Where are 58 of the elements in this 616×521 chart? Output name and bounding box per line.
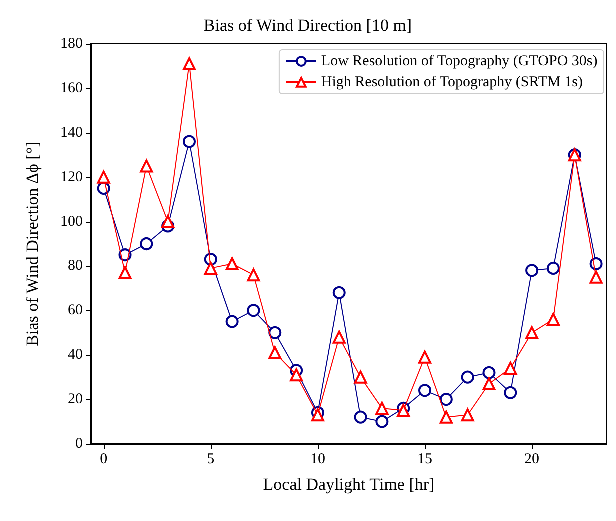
point bbox=[461, 408, 474, 422]
point bbox=[290, 368, 304, 382]
y-tick-label: 20 bbox=[68, 392, 83, 408]
point bbox=[268, 326, 282, 340]
y-tick-label: 60 bbox=[68, 302, 83, 319]
point bbox=[140, 238, 154, 250]
point bbox=[482, 378, 496, 390]
y-tick-label: 100 bbox=[60, 214, 83, 230]
point bbox=[504, 386, 518, 400]
legend-label: High Resolution of Topography (SRTM 1s) bbox=[321, 74, 583, 90]
point bbox=[418, 384, 432, 398]
point bbox=[504, 362, 518, 375]
x-tick-label: 15 bbox=[418, 452, 433, 468]
legend-label: Low Resolution of Topography (GTOPO 30s) bbox=[321, 54, 598, 70]
x-axis-title: Local Daylight Time [hr] bbox=[263, 475, 435, 494]
point bbox=[482, 366, 496, 380]
y-tick-label: 80 bbox=[68, 258, 83, 274]
x-tick-label: 20 bbox=[524, 452, 540, 468]
point bbox=[418, 350, 432, 364]
point bbox=[226, 258, 239, 270]
point bbox=[397, 404, 410, 418]
point bbox=[526, 264, 539, 278]
y-tick-label: 0 bbox=[76, 436, 83, 452]
point bbox=[440, 410, 453, 424]
point bbox=[354, 370, 368, 384]
point bbox=[182, 58, 196, 70]
y-tick-label: 160 bbox=[60, 80, 83, 96]
point bbox=[332, 330, 346, 344]
point bbox=[311, 408, 324, 422]
y-tick-label: 40 bbox=[68, 347, 83, 364]
point bbox=[247, 268, 260, 282]
point bbox=[97, 170, 110, 184]
point bbox=[226, 315, 239, 328]
x-tick-label: 0 bbox=[100, 452, 108, 468]
point bbox=[204, 262, 218, 275]
point bbox=[376, 415, 389, 428]
point bbox=[546, 262, 560, 275]
point bbox=[440, 393, 453, 406]
chart-title: Bias of Wind Direction [10 m] bbox=[204, 16, 412, 35]
point bbox=[118, 266, 132, 280]
point bbox=[590, 270, 603, 284]
point bbox=[247, 304, 260, 318]
point bbox=[183, 135, 196, 148]
y-tick-label: 180 bbox=[60, 36, 83, 52]
y-tick-label: 120 bbox=[60, 169, 83, 186]
point bbox=[461, 370, 474, 384]
y-axis-title: Bias of Wind Direction Δϕ [°] bbox=[23, 142, 42, 346]
x-tick-label: 10 bbox=[310, 452, 326, 468]
y-tick-label: 140 bbox=[60, 124, 83, 141]
point bbox=[162, 215, 175, 228]
point bbox=[354, 410, 368, 424]
point bbox=[376, 402, 389, 415]
point bbox=[332, 286, 346, 300]
point bbox=[268, 346, 282, 360]
point bbox=[546, 313, 560, 326]
point bbox=[140, 160, 154, 173]
point bbox=[526, 326, 539, 340]
x-tick-label: 5 bbox=[207, 452, 215, 468]
